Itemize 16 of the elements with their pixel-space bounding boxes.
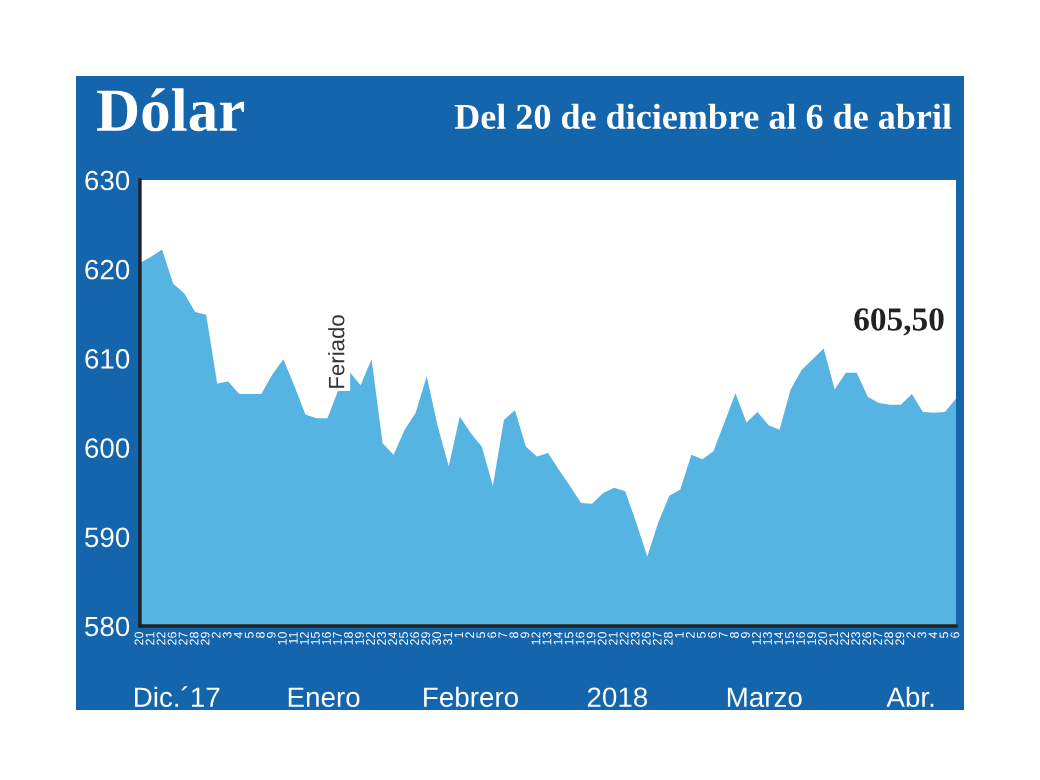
chart-title: Dólar [97,88,245,132]
y-tick-label: 580 [85,616,130,637]
y-tick-label: 620 [85,259,130,280]
data-label: 605,50 [854,308,944,336]
text: Marzo [727,687,802,708]
y-tick-label: 610 [85,349,130,369]
y-tick-label: 600 [85,438,130,458]
y-tick-label: 630 [85,170,130,191]
text: Enero [288,687,360,708]
text: Febrero [424,686,518,708]
text: Abr. [886,686,934,708]
chart-subtitle: Del 20 de diciembre al 6 de abril [454,103,952,130]
text: Dic.´17 [135,686,220,708]
annotation: Feriado [328,315,345,388]
y-tick-label: 590 [85,527,130,548]
text: 2018 [587,687,648,708]
